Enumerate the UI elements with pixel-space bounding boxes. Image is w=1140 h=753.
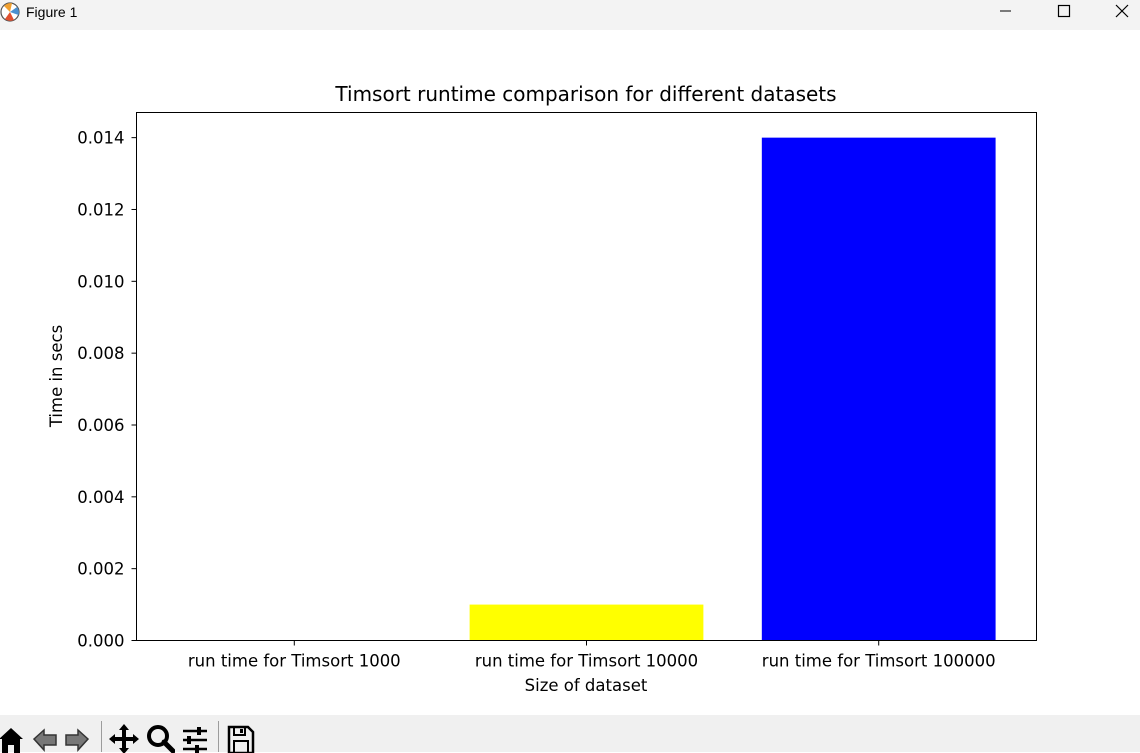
configure-subplots-button[interactable] bbox=[180, 723, 210, 753]
minimize-button[interactable] bbox=[982, 0, 1028, 30]
toolbar-separator bbox=[218, 721, 219, 752]
home-icon bbox=[0, 728, 23, 753]
zoom-button[interactable] bbox=[145, 723, 175, 753]
x-tick-label: run time for Timsort 1000 bbox=[188, 652, 401, 671]
zoom-icon bbox=[147, 725, 175, 753]
save-button[interactable] bbox=[226, 723, 256, 753]
minimize-icon bbox=[1000, 10, 1011, 12]
bar-chart: Timsort runtime comparison for different… bbox=[47, 82, 1037, 695]
y-tick-label: 0.014 bbox=[77, 129, 124, 148]
forward-icon bbox=[65, 728, 90, 752]
y-tick-label: 0.004 bbox=[77, 488, 124, 507]
maximize-icon bbox=[1057, 4, 1071, 18]
y-tick-label: 0.006 bbox=[77, 416, 124, 435]
toolbar-separator bbox=[101, 721, 102, 752]
window-titlebar: Figure 1 bbox=[0, 0, 1140, 30]
navigation-toolbar bbox=[0, 715, 1140, 753]
window-title: Figure 1 bbox=[26, 4, 78, 20]
back-button[interactable] bbox=[30, 723, 60, 753]
x-tick-label: run time for Timsort 10000 bbox=[475, 652, 698, 671]
back-icon bbox=[32, 728, 57, 752]
bar bbox=[469, 604, 704, 641]
x-axis-label: Size of dataset bbox=[525, 676, 648, 695]
close-button[interactable] bbox=[1098, 0, 1140, 30]
plot-frame bbox=[136, 112, 1037, 641]
y-axis-label: Time in secs bbox=[47, 325, 66, 428]
x-tick-label: run time for Timsort 100000 bbox=[762, 652, 996, 671]
configure-subplots-icon bbox=[183, 727, 207, 753]
pan-button[interactable] bbox=[109, 723, 139, 753]
matplotlib-app-icon bbox=[0, 2, 20, 22]
pan-icon bbox=[109, 724, 139, 753]
y-tick-label: 0.010 bbox=[77, 272, 124, 291]
y-axis-ticks: 0.000 0.002 0.004 0.006 0.008 0.010 0.012 0.014 bbox=[77, 129, 137, 651]
x-axis-ticks: run time for Timsort 1000 run time for Ti… bbox=[188, 640, 996, 671]
y-tick-label: 0.008 bbox=[77, 344, 124, 363]
save-icon bbox=[227, 725, 255, 753]
bars-layer bbox=[469, 137, 996, 641]
forward-button[interactable] bbox=[62, 723, 92, 753]
y-tick-label: 0.012 bbox=[77, 200, 124, 219]
chart-title: Timsort runtime comparison for different… bbox=[334, 82, 836, 106]
y-tick-label: 0.000 bbox=[77, 632, 124, 651]
bar bbox=[761, 137, 996, 641]
home-button[interactable] bbox=[0, 723, 26, 753]
close-icon bbox=[1115, 4, 1129, 18]
maximize-button[interactable] bbox=[1040, 0, 1086, 30]
y-tick-label: 0.002 bbox=[77, 560, 124, 579]
